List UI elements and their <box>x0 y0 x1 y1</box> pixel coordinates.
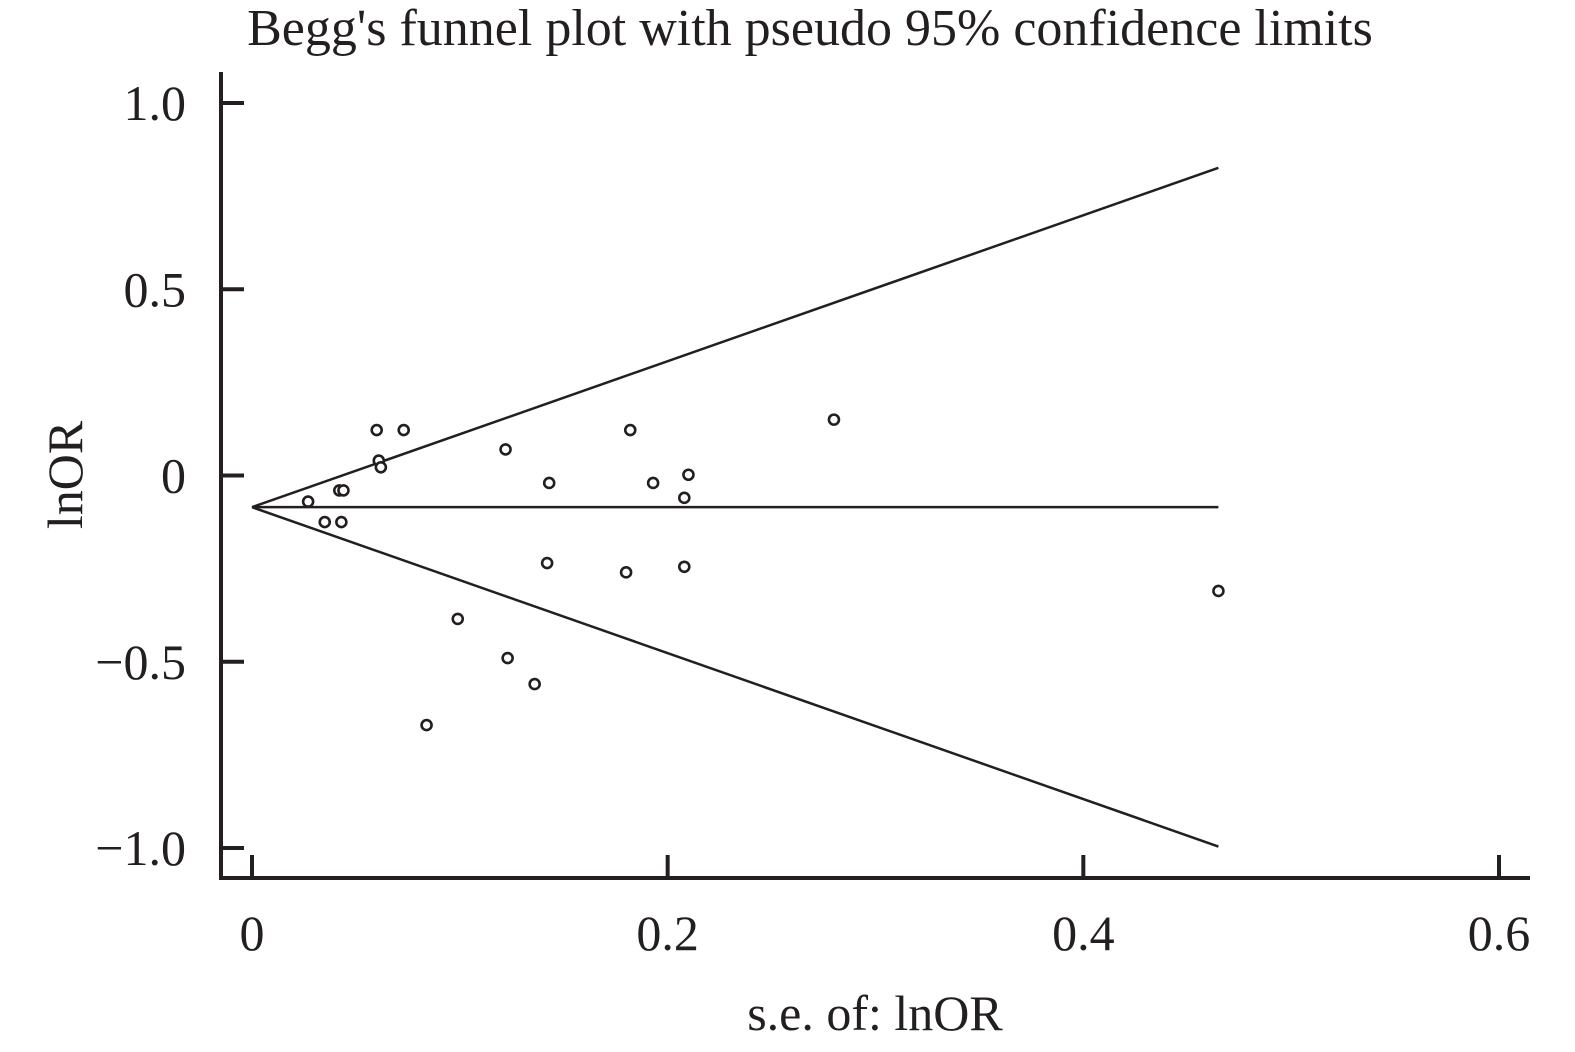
y-tick-label: −1.0 <box>95 820 186 876</box>
study-point <box>827 413 841 426</box>
x-tick-label: 0.4 <box>1052 905 1115 961</box>
study-point <box>370 423 384 437</box>
study-point <box>499 443 512 456</box>
study-point <box>451 612 465 626</box>
y-tick-label: 1.0 <box>124 75 187 131</box>
study-point <box>335 515 348 529</box>
x-tick-label: 0.6 <box>1468 905 1531 961</box>
study-point <box>623 423 637 437</box>
confidence-limits <box>251 166 1219 848</box>
x-tick-label: 0 <box>240 905 265 961</box>
study-point <box>397 423 411 437</box>
study-point <box>301 495 315 508</box>
study-points <box>301 413 1225 732</box>
y-axis-label: lnOR <box>37 420 93 529</box>
study-point <box>501 651 514 665</box>
study-point <box>1212 584 1225 598</box>
study-point <box>420 718 433 732</box>
lower-confidence-limit <box>251 505 1219 848</box>
study-point <box>528 677 541 691</box>
y-tick-label: 0.5 <box>124 261 187 317</box>
y-tick-label: −0.5 <box>95 634 186 690</box>
study-point <box>682 468 695 482</box>
study-point <box>374 461 388 474</box>
upper-confidence-limit <box>251 166 1219 509</box>
axes <box>219 72 1530 880</box>
study-point <box>337 484 350 497</box>
x-axis-label: s.e. of: lnOR <box>747 985 1003 1041</box>
study-point <box>677 560 691 574</box>
chart-title: Begg's funnel plot with pseudo 95% confi… <box>247 0 1373 57</box>
y-tick-label: 0 <box>161 448 186 504</box>
study-point <box>677 491 691 505</box>
study-point <box>619 566 633 579</box>
study-point <box>318 515 332 529</box>
ticks: 1.0 0.5 0 −0.5 −1.0 0 0.2 0.4 0.6 <box>95 75 1530 961</box>
study-point <box>542 476 556 490</box>
study-point <box>646 476 660 490</box>
study-point <box>540 556 554 570</box>
x-tick-label: 0.2 <box>636 905 699 961</box>
